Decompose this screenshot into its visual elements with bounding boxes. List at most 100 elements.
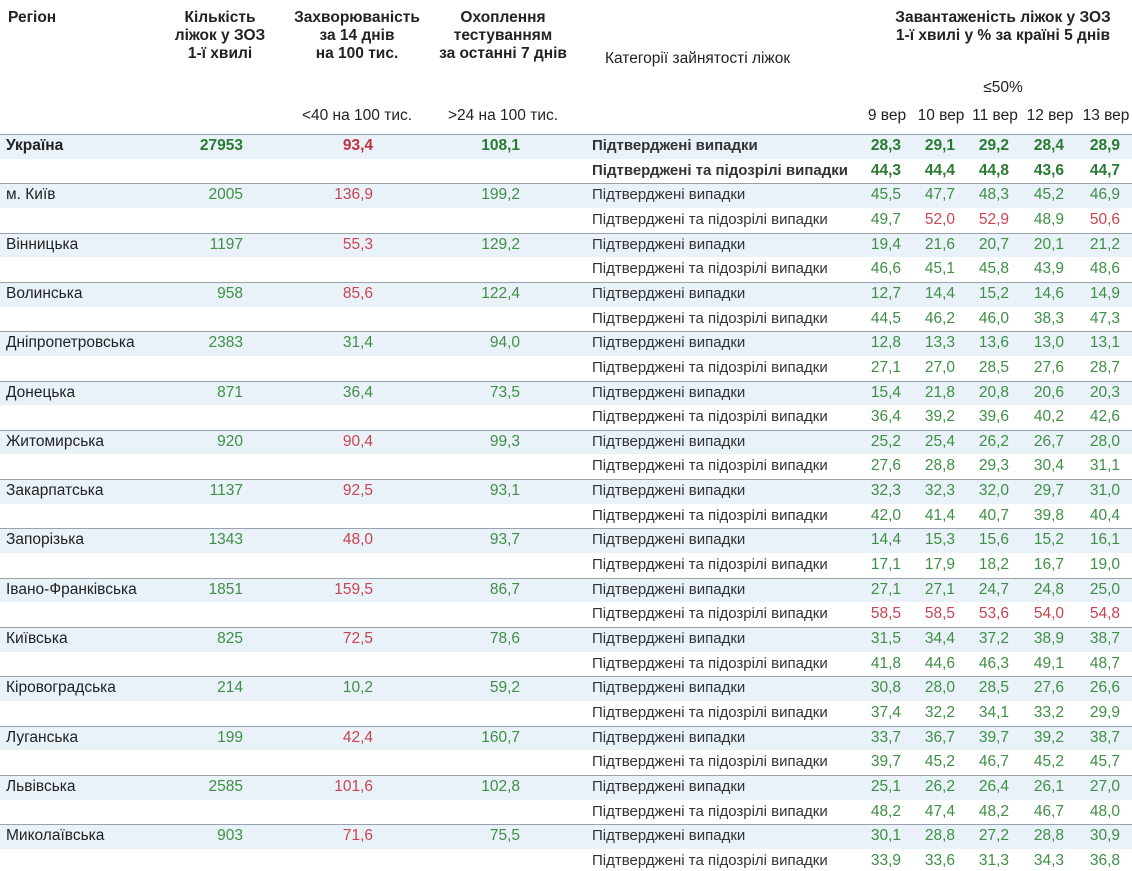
load-value: 31,3 — [978, 851, 1009, 869]
row-band — [0, 528, 1132, 554]
load-value: 34,1 — [978, 703, 1009, 721]
testing-value: 160,7 — [481, 728, 520, 746]
load-value: 48,2 — [978, 802, 1009, 820]
load-value: 43,9 — [1033, 260, 1064, 278]
row-rule — [0, 281, 1132, 283]
row-band — [0, 380, 1132, 406]
load-value: 48,0 — [1089, 802, 1120, 820]
load-value: 40,2 — [1033, 408, 1064, 426]
load-value: 45,5 — [870, 186, 901, 204]
beds-value: 920 — [217, 432, 243, 450]
beds-value: 2383 — [208, 334, 243, 352]
load-value: 58,5 — [870, 605, 901, 623]
region-name: Миколаївська — [6, 827, 105, 845]
load-value: 15,4 — [870, 383, 901, 401]
region-name: Закарпатська — [6, 482, 104, 500]
load-value: 13,6 — [978, 334, 1009, 352]
category-label: Підтверджені випадки — [592, 284, 746, 302]
load-value: 12,8 — [870, 334, 901, 352]
testing-value: 199,2 — [481, 186, 520, 204]
load-value: 46,9 — [1089, 186, 1120, 204]
load-note: ≤50% — [983, 79, 1023, 96]
category-label: Підтверджені випадки — [592, 235, 746, 253]
row-rule — [0, 429, 1132, 431]
category-label: Підтверджені випадки — [592, 432, 746, 450]
row-rule — [0, 824, 1132, 826]
load-value: 41,4 — [924, 506, 955, 524]
incidence-value: 55,3 — [342, 235, 373, 253]
load-value: 27,6 — [870, 457, 901, 475]
load-value: 30,4 — [1033, 457, 1064, 475]
header-beds: ліжок у ЗОЗ — [174, 27, 266, 44]
category-label: Підтверджені випадки — [592, 186, 746, 204]
load-value: 21,8 — [924, 383, 955, 401]
load-value: 49,7 — [870, 210, 901, 228]
date-header: 11 вер — [972, 107, 1018, 124]
load-value: 34,4 — [924, 630, 955, 647]
load-value: 15,6 — [978, 531, 1009, 549]
load-value: 30,1 — [870, 827, 901, 845]
incidence-value: 71,6 — [342, 827, 373, 845]
load-value: 40,7 — [978, 506, 1009, 524]
load-value: 36,7 — [924, 728, 955, 746]
load-value: 26,6 — [1089, 679, 1120, 697]
load-value: 31,5 — [870, 630, 901, 647]
category-label: Підтверджені випадки — [592, 482, 746, 500]
load-value: 34,3 — [1033, 851, 1064, 869]
category-label: Підтверджені та підозрілі випадки — [592, 309, 828, 327]
region-name: Житомирська — [6, 432, 105, 450]
header-testing: Охоплення — [460, 9, 546, 26]
load-value: 44,7 — [1089, 161, 1120, 179]
load-value: 26,2 — [924, 777, 955, 795]
load-value: 29,1 — [924, 137, 955, 154]
load-value: 42,6 — [1089, 408, 1120, 426]
testing-value: 122,4 — [481, 284, 520, 302]
load-value: 32,2 — [924, 703, 955, 721]
category-label: Підтверджені та підозрілі випадки — [592, 260, 828, 278]
row-band — [0, 331, 1132, 356]
category-label: Підтверджені та підозрілі випадки — [592, 457, 828, 475]
load-value: 37,4 — [870, 703, 901, 721]
load-value: 13,1 — [1089, 334, 1120, 352]
category-label: Підтверджені випадки — [592, 728, 746, 746]
load-value: 33,6 — [924, 851, 955, 869]
header-beds: Кількість — [184, 9, 256, 26]
region-name: Волинська — [6, 284, 83, 302]
row-band — [0, 183, 1132, 208]
header-region: Регіон — [8, 9, 57, 26]
category-label: Підтверджені випадки — [592, 531, 746, 549]
load-value: 54,8 — [1089, 605, 1120, 623]
load-value: 26,7 — [1033, 432, 1064, 450]
testing-value: 93,1 — [489, 482, 520, 500]
load-value: 45,2 — [1033, 186, 1064, 204]
category-label: Підтверджені та підозрілі випадки — [592, 802, 828, 820]
row-rule — [0, 134, 1132, 135]
row-rule — [0, 676, 1132, 678]
incidence-value: 93,4 — [342, 137, 373, 154]
incidence-value: 31,4 — [342, 334, 373, 352]
category-label: Підтверджені випадки — [592, 827, 746, 845]
load-value: 39,7 — [870, 753, 901, 771]
load-value: 17,1 — [870, 556, 901, 574]
load-value: 12,7 — [870, 284, 901, 302]
load-value: 38,7 — [1089, 728, 1120, 746]
load-value: 30,9 — [1089, 827, 1120, 845]
row-rule — [0, 774, 1132, 776]
testing-value: 108,1 — [481, 137, 520, 154]
region-name: Вінницька — [6, 235, 79, 253]
category-label: Підтверджені випадки — [592, 580, 746, 598]
load-value: 27,0 — [924, 358, 955, 376]
load-value: 33,9 — [870, 851, 901, 869]
load-value: 28,4 — [1033, 137, 1064, 154]
load-value: 45,1 — [924, 260, 955, 278]
region-name: Дніпропетровська — [6, 334, 135, 352]
load-value: 48,2 — [870, 802, 901, 820]
row-rule — [0, 577, 1132, 579]
load-value: 53,6 — [978, 605, 1009, 623]
load-value: 33,2 — [1033, 703, 1064, 721]
load-value: 24,7 — [978, 580, 1009, 598]
testing-value: 86,7 — [489, 580, 520, 598]
load-value: 52,0 — [924, 210, 955, 228]
load-value: 28,8 — [1033, 827, 1064, 845]
